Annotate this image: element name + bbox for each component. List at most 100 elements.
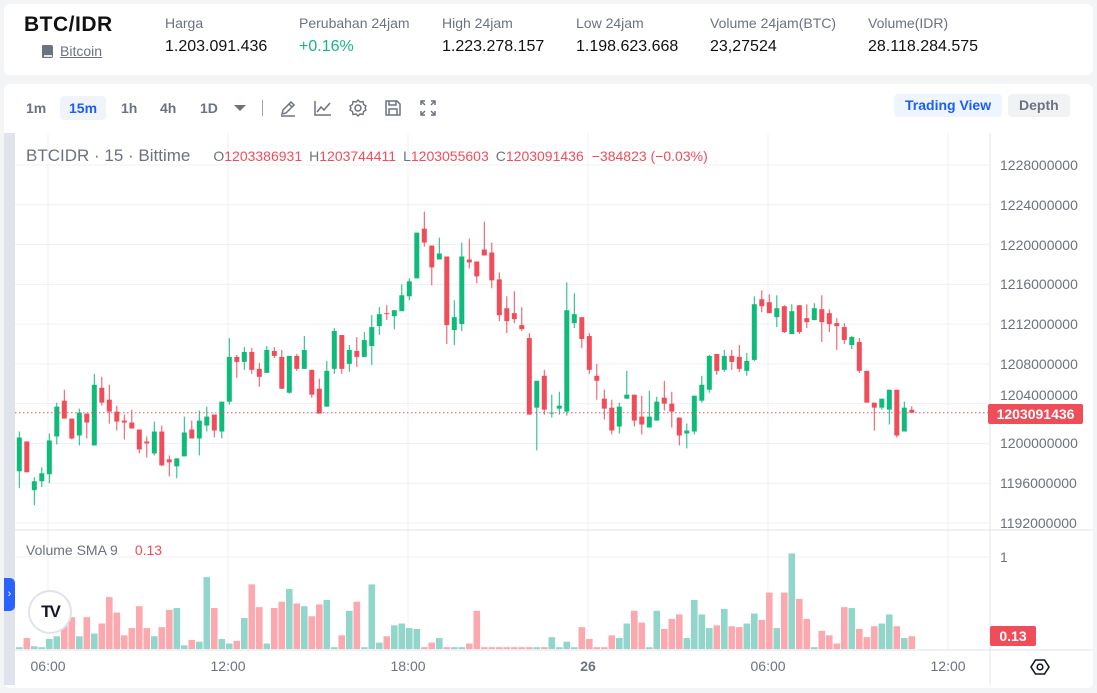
candle-up: [774, 295, 780, 328]
candle-body: [556, 405, 562, 409]
candle-up: [286, 355, 292, 394]
candle-body: [354, 350, 360, 357]
pencil-icon[interactable]: [278, 98, 298, 118]
volume-bar-down: [803, 618, 811, 649]
time-axis-tick: 06:00: [30, 658, 66, 674]
candle-body: [61, 400, 67, 419]
candle-down: [481, 221, 487, 256]
candle-up: [624, 370, 630, 399]
candle-body: [69, 418, 75, 439]
candle-body: [841, 327, 847, 341]
volume-bar-down: [316, 604, 323, 649]
candle-body: [774, 308, 780, 318]
candle-down: [766, 294, 772, 314]
volume-bar-down: [271, 608, 278, 649]
candle-down: [159, 425, 165, 467]
candle-up: [174, 458, 180, 479]
volume-bar-up: [218, 638, 226, 649]
price-axis-tick: 1216000000: [1000, 276, 1078, 293]
trading-view-tab[interactable]: Trading View: [894, 94, 1003, 117]
grid: [15, 133, 990, 650]
candle-body: [601, 398, 607, 409]
candle-body: [519, 325, 525, 330]
open-value: 1203386931: [224, 148, 303, 164]
candle-up: [459, 242, 465, 332]
coin-info-link[interactable]: Bitcoin: [42, 43, 102, 59]
price-axis-tick: 1212000000: [1000, 316, 1078, 333]
candle-up: [46, 433, 52, 484]
timeframe-1m[interactable]: 1m: [26, 100, 47, 116]
coin-name[interactable]: Bitcoin: [60, 43, 103, 59]
timeframe-4h[interactable]: 4h: [160, 100, 177, 116]
candle-up: [879, 398, 885, 410]
timeframe-1h[interactable]: 1h: [121, 100, 138, 116]
candle-body: [241, 351, 247, 362]
candle-body: [459, 256, 465, 325]
candle-up: [391, 310, 397, 330]
indicator-chart-icon[interactable]: [313, 98, 333, 118]
candle-down: [384, 305, 390, 321]
volume-bar-up: [623, 623, 631, 649]
volume-bar-up: [76, 636, 83, 649]
candle-up: [751, 296, 757, 361]
volume-bar-down: [503, 647, 511, 649]
candle-down: [864, 370, 870, 403]
candle-body: [466, 259, 472, 263]
candle-body: [24, 441, 30, 473]
chart-frame: [15, 133, 1093, 685]
ohlc-legend: BTCIDR · 15 · Bittime O 1203386931 H 12037…: [26, 146, 708, 166]
candle-down: [429, 245, 435, 286]
candle-down: [496, 272, 502, 322]
volume-bar-up: [773, 628, 781, 649]
candle-body: [624, 394, 630, 399]
candle-body: [46, 440, 52, 475]
axis-settings-icon[interactable]: [1030, 657, 1050, 677]
candle-up: [361, 332, 367, 357]
timeframe-15m[interactable]: 15m: [60, 96, 107, 120]
candle-down: [121, 414, 127, 440]
stat-volume-idr: Volume(IDR) 28.118.284.575: [868, 15, 978, 56]
volume-bar-down: [211, 608, 218, 649]
candle-down: [714, 353, 720, 375]
candle-down: [781, 305, 787, 334]
volume-bar-down: [676, 614, 683, 649]
settings-gear-icon[interactable]: [348, 98, 368, 118]
volume-bar-down: [728, 626, 736, 649]
tradingview-logo[interactable]: TV: [28, 590, 72, 634]
candle-down: [661, 380, 667, 411]
candle-down: [211, 414, 217, 438]
candle-body: [219, 401, 225, 432]
candle-body: [279, 356, 285, 389]
timeframe-dropdown-caret-icon[interactable]: [234, 105, 246, 111]
volume-bar-up: [571, 647, 578, 649]
candle-body: [346, 349, 352, 364]
candle-body: [174, 458, 180, 467]
volume-bar-down: [736, 627, 743, 649]
volume-bar-up: [563, 641, 571, 649]
volume-bar-down: [713, 625, 721, 649]
volume-bar-up: [721, 608, 728, 649]
timeframe-1d[interactable]: 1D: [200, 100, 218, 116]
volume-bar-up: [451, 647, 458, 649]
stat-volume-btc: Volume 24jam(BTC) 23,27524: [710, 15, 836, 56]
candle-body: [54, 406, 60, 437]
stat-label: Volume 24jam(BTC): [710, 15, 837, 31]
depth-tab[interactable]: Depth: [1008, 94, 1070, 117]
volume-bar-down: [856, 628, 863, 649]
price-axis-tick: 1228000000: [1000, 157, 1078, 173]
stat-high-24h: High 24jam 1.223.278.157: [442, 15, 544, 56]
volume-bar-up: [616, 638, 623, 649]
candle-body: [871, 402, 877, 408]
fullscreen-icon[interactable]: [418, 98, 438, 118]
candle-body: [496, 279, 502, 316]
volume-bar-up: [38, 647, 46, 649]
expand-toolbar-chevron-icon[interactable]: ›: [4, 578, 15, 611]
volume-bar-down: [83, 617, 91, 649]
save-icon[interactable]: [383, 98, 403, 118]
volume-bar-up: [181, 645, 188, 649]
stat-label: Perubahan 24jam: [299, 15, 410, 31]
volume-bar-up: [691, 599, 698, 649]
candle-body: [121, 420, 127, 423]
volume-bar-up: [301, 606, 308, 649]
